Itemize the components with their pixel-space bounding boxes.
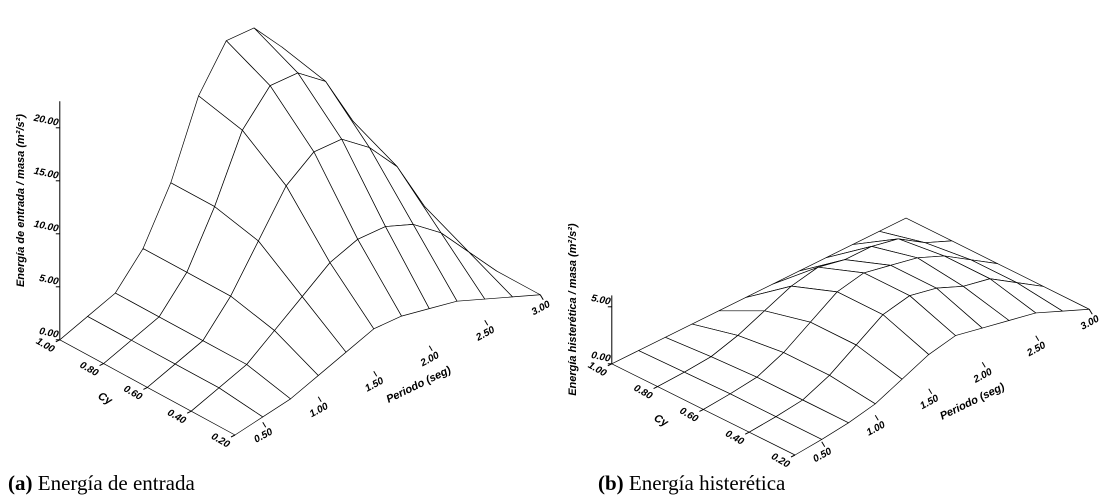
x-tick xyxy=(539,294,544,301)
caption-text: Energía de entrada xyxy=(38,471,196,495)
y-tick xyxy=(744,431,750,435)
x-axis-title: Periodo (seg) xyxy=(385,364,454,406)
y-tick-label: 0.60 xyxy=(121,384,144,403)
y-tick xyxy=(143,386,148,390)
z-tick-label: 10.00 xyxy=(33,219,60,235)
y-tick-label: 0.20 xyxy=(209,431,232,450)
x-tick-label: 1.00 xyxy=(865,419,888,438)
caption-label: (a) xyxy=(8,471,33,495)
x-tick xyxy=(428,345,433,352)
x-tick xyxy=(373,370,378,377)
y-tick-label: 0.40 xyxy=(165,407,188,426)
y-tick xyxy=(55,339,61,343)
y-tick xyxy=(790,454,796,458)
x-axis-title: Periodo (seg) xyxy=(938,381,1007,423)
x-tick-label: 2.50 xyxy=(1025,340,1049,360)
x-tick xyxy=(928,388,933,395)
z-tick-label: 0.00 xyxy=(590,350,612,365)
z-tick-label: 15.00 xyxy=(33,166,60,182)
x-tick-label: 3.00 xyxy=(530,299,553,318)
y-tick-label: 0.60 xyxy=(677,406,700,425)
x-tick xyxy=(821,441,826,448)
x-tick-label: 2.00 xyxy=(971,366,995,386)
caption: (a) Energía de entrada xyxy=(8,471,195,495)
y-tick-label: 0.40 xyxy=(723,428,746,447)
x-tick xyxy=(317,396,322,403)
surface-cell xyxy=(190,387,264,436)
x-tick xyxy=(1035,335,1040,342)
y-axis-title: Cy xyxy=(96,390,115,408)
y-tick-label: 0.80 xyxy=(632,383,655,402)
caption-label: (b) xyxy=(598,471,624,495)
x-tick xyxy=(484,319,489,326)
y-tick xyxy=(230,434,236,438)
z-tick-label: 0.00 xyxy=(38,326,60,341)
x-tick-label: 0.50 xyxy=(252,426,275,445)
z-axis-title: Energía histerética / masa (m²/s²) xyxy=(567,223,579,396)
caption-text: Energía histerética xyxy=(629,471,786,495)
x-tick-label: 2.50 xyxy=(474,324,498,344)
x-tick xyxy=(1088,308,1093,315)
x-tick-label: 1.50 xyxy=(363,375,386,394)
z-tick-label: 5.00 xyxy=(38,273,60,288)
x-tick-label: 1.50 xyxy=(918,393,941,412)
y-tick xyxy=(653,386,658,390)
y-tick xyxy=(607,363,613,367)
z-tick-label: 20.00 xyxy=(32,113,60,129)
y-tick xyxy=(699,408,704,412)
y-axis-title: Cy xyxy=(652,412,671,430)
x-tick-label: 1.00 xyxy=(308,401,331,420)
z-tick-label: 5.00 xyxy=(590,293,612,308)
z-axis-title: Energía de entrada / masa (m²/s²) xyxy=(15,114,27,287)
x-tick xyxy=(262,421,267,428)
x-tick-label: 0.50 xyxy=(811,446,834,465)
y-tick xyxy=(99,363,104,367)
caption: (b) Energía histerética xyxy=(598,471,786,495)
y-tick xyxy=(186,410,192,414)
x-tick xyxy=(874,414,879,421)
y-tick-label: 0.20 xyxy=(769,451,792,470)
surface-cell xyxy=(748,416,823,456)
x-tick xyxy=(981,361,986,368)
y-tick-label: 0.80 xyxy=(78,360,101,379)
x-tick-label: 3.00 xyxy=(1079,313,1102,332)
x-tick-label: 2.00 xyxy=(418,350,442,370)
